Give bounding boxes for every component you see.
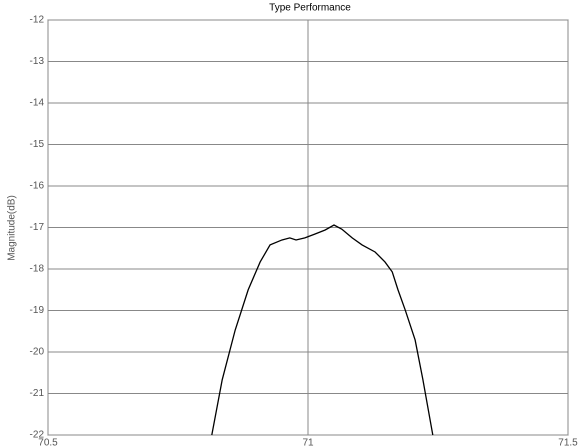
y-tick-label: -17: [30, 222, 45, 233]
chart-title: Type Performance: [269, 3, 351, 14]
y-tick-label: -14: [30, 98, 45, 109]
y-tick-label: -19: [30, 305, 45, 316]
y-tick-label: -12: [30, 15, 45, 26]
x-tick-label: 70.5: [38, 438, 58, 448]
y-tick-label: -20: [30, 347, 45, 358]
y-tick-label: -13: [30, 56, 45, 67]
x-tick-label: 71.5: [558, 438, 578, 448]
y-axis-label: Magnitude(dB): [7, 195, 18, 261]
y-tick-label: -16: [30, 181, 45, 192]
data-line: [211, 224, 434, 436]
y-tick-label: -22: [30, 430, 45, 441]
y-tick-label: -15: [30, 139, 45, 150]
y-tick-label: -18: [30, 264, 45, 275]
y-tick-label: -21: [30, 388, 45, 399]
x-tick-label: 71: [302, 438, 314, 448]
